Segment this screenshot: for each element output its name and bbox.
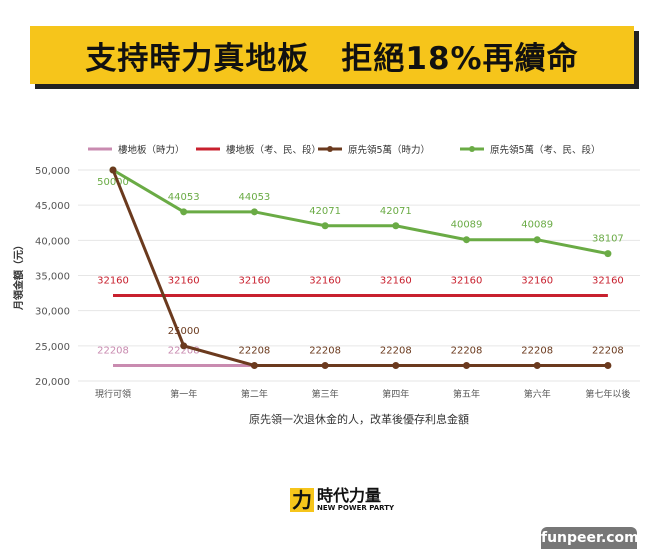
data-point	[392, 222, 400, 230]
data-point	[392, 361, 400, 369]
data-label: 38107	[592, 234, 624, 245]
data-label: 44053	[168, 192, 200, 203]
data-label: 32160	[309, 275, 341, 286]
logo-sub: NEW POWER PARTY	[317, 504, 395, 512]
data-label: 32160	[238, 275, 270, 286]
data-label: 22208	[451, 345, 483, 356]
data-label: 50000	[97, 177, 129, 188]
logo-name: 時代力量	[317, 486, 382, 505]
data-point	[604, 361, 612, 369]
y-tick-label: 20,000	[35, 377, 70, 388]
legend-label: 樓地板（考、民、段）	[226, 144, 321, 156]
data-label: 22208	[592, 345, 624, 356]
data-label: 32160	[168, 275, 200, 286]
data-point	[250, 208, 258, 216]
data-label: 32160	[521, 275, 553, 286]
data-point	[250, 361, 258, 369]
x-tick-label: 第六年	[524, 388, 551, 400]
series-line	[112, 168, 609, 256]
data-label: 32160	[97, 275, 129, 286]
y-tick-label: 30,000	[35, 307, 70, 318]
data-label: 25000	[168, 326, 200, 337]
data-label: 32160	[451, 275, 483, 286]
logo-mark: 力	[290, 488, 314, 512]
x-tick-label: 第二年	[241, 388, 268, 400]
data-point	[321, 222, 329, 230]
legend-label: 樓地板（時力）	[118, 144, 185, 156]
data-label: 22208	[97, 345, 129, 356]
data-point	[533, 361, 541, 369]
data-label: 40089	[451, 220, 483, 231]
x-tick-label: 第四年	[382, 388, 409, 400]
x-tick-label: 第三年	[312, 388, 339, 400]
data-point	[180, 208, 188, 216]
data-label: 32160	[592, 275, 624, 286]
party-logo: 力 時代力量 NEW POWER PARTY	[290, 488, 394, 512]
data-label: 22208	[238, 345, 270, 356]
banner-title: 支持時力真地板 拒絕18%再續命	[85, 40, 579, 77]
data-point	[533, 236, 541, 244]
data-point	[109, 166, 117, 174]
y-tick-label: 35,000	[35, 272, 70, 283]
x-tick-label: 第七年以後	[585, 388, 630, 400]
data-label: 22208	[521, 345, 553, 356]
data-point	[321, 361, 329, 369]
watermark: funpeer.com	[541, 527, 639, 549]
legend-label: 原先領5萬（考、民、段）	[490, 144, 601, 156]
legend-label: 原先領5萬（時力）	[348, 144, 430, 156]
data-point	[463, 361, 470, 369]
series-line	[111, 169, 608, 367]
data-label: 22208	[309, 345, 341, 356]
data-label: 44053	[238, 192, 270, 203]
data-label: 42071	[309, 206, 341, 217]
y-axis-title: 月領金額（元）	[12, 240, 25, 311]
legend-marker	[469, 146, 475, 152]
data-point	[463, 236, 470, 244]
y-tick-label: 45,000	[35, 201, 70, 212]
data-label: 22208	[380, 345, 412, 356]
data-label: 42071	[380, 206, 412, 217]
data-label: 32160	[380, 275, 412, 286]
data-point	[604, 250, 612, 258]
x-tick-label: 第一年	[170, 388, 197, 400]
data-point	[180, 342, 188, 350]
y-tick-label: 50,000	[35, 166, 70, 177]
x-axis-title: 原先領一次退休金的人，改革後優存利息金額	[249, 412, 469, 426]
data-label: 40089	[521, 220, 553, 231]
title-banner: 支持時力真地板 拒絕18%再續命	[30, 26, 634, 84]
x-tick-label: 第五年	[453, 388, 480, 400]
y-tick-label: 40,000	[35, 236, 70, 247]
x-tick-label: 現行可領	[95, 388, 131, 400]
y-tick-label: 25,000	[35, 342, 70, 353]
legend-marker	[327, 146, 333, 152]
data-label: 22208	[168, 345, 200, 356]
